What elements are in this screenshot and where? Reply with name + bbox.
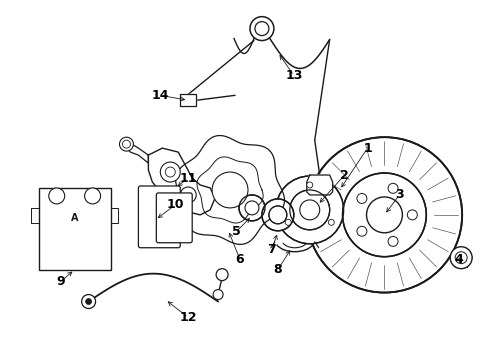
Circle shape (388, 237, 398, 246)
Polygon shape (148, 148, 215, 215)
Text: 1: 1 (363, 141, 372, 155)
Circle shape (245, 201, 259, 215)
Circle shape (367, 197, 402, 233)
Circle shape (180, 187, 196, 203)
Circle shape (407, 210, 417, 220)
Circle shape (213, 289, 223, 300)
Text: 8: 8 (273, 263, 282, 276)
FancyBboxPatch shape (156, 193, 192, 243)
Circle shape (85, 188, 100, 204)
Circle shape (160, 162, 180, 182)
Text: A: A (71, 213, 78, 223)
Circle shape (357, 226, 367, 236)
Circle shape (120, 137, 133, 151)
Circle shape (285, 219, 291, 225)
Polygon shape (307, 175, 333, 195)
Text: 13: 13 (285, 69, 302, 82)
Polygon shape (31, 208, 39, 223)
Circle shape (262, 199, 294, 231)
Text: 4: 4 (455, 253, 464, 266)
Text: 14: 14 (151, 89, 169, 102)
Text: 9: 9 (56, 275, 65, 288)
Circle shape (343, 173, 426, 257)
Circle shape (388, 183, 398, 193)
Circle shape (86, 298, 92, 305)
Circle shape (450, 247, 472, 269)
Text: 3: 3 (395, 188, 404, 202)
Circle shape (300, 200, 319, 220)
Circle shape (290, 190, 330, 230)
FancyBboxPatch shape (138, 186, 180, 248)
Circle shape (250, 17, 274, 41)
Text: 10: 10 (167, 198, 184, 211)
Circle shape (455, 252, 467, 264)
Circle shape (307, 137, 462, 293)
Text: 12: 12 (179, 311, 197, 324)
Circle shape (328, 219, 334, 225)
Text: 7: 7 (268, 243, 276, 256)
Polygon shape (126, 140, 148, 163)
Text: 11: 11 (179, 171, 197, 185)
Bar (39, 188, 111, 270)
Circle shape (307, 182, 313, 188)
Circle shape (269, 206, 287, 224)
Circle shape (357, 193, 367, 203)
Circle shape (276, 176, 343, 244)
Circle shape (216, 269, 228, 280)
Polygon shape (111, 208, 119, 223)
Circle shape (49, 188, 65, 204)
Circle shape (239, 195, 265, 221)
Polygon shape (180, 94, 196, 106)
Circle shape (212, 172, 248, 208)
Text: 6: 6 (236, 253, 245, 266)
Text: 2: 2 (340, 168, 349, 181)
Text: 5: 5 (232, 225, 241, 238)
Circle shape (82, 294, 96, 309)
